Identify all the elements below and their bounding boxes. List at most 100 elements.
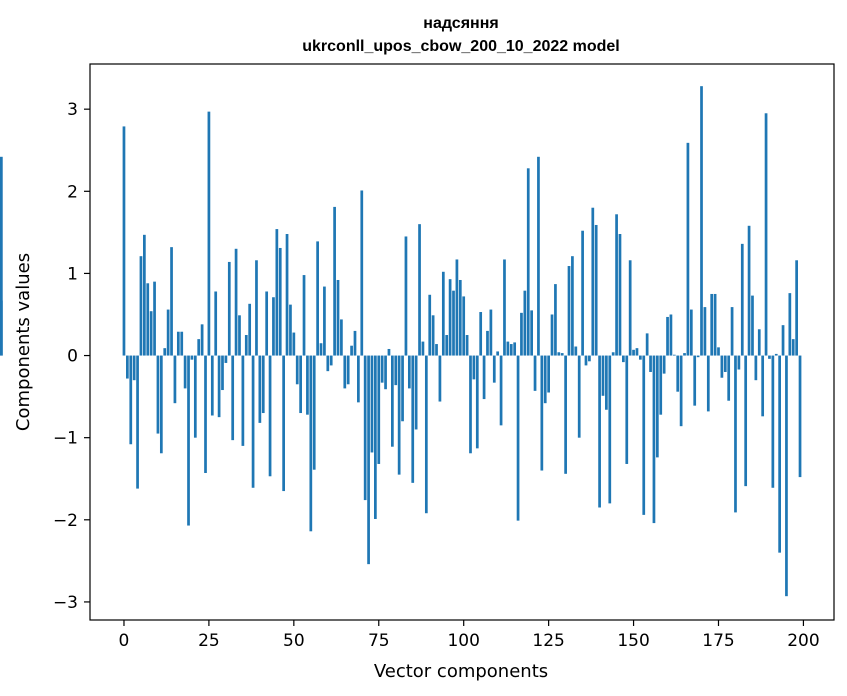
bar	[509, 344, 513, 356]
bar	[547, 355, 550, 393]
bar	[615, 214, 618, 356]
bar	[618, 234, 622, 356]
x-tick-label: 75	[368, 631, 390, 651]
bar	[418, 224, 421, 356]
bar	[598, 355, 601, 508]
bar	[258, 355, 262, 423]
bar	[672, 354, 676, 356]
bar	[234, 248, 238, 356]
bar	[679, 355, 683, 427]
bar	[761, 355, 765, 417]
bar	[625, 355, 629, 464]
bar	[146, 283, 150, 356]
bar	[554, 284, 557, 356]
bar	[255, 260, 258, 356]
bar	[520, 312, 523, 356]
bar	[632, 349, 635, 356]
y-tick-label: 2	[67, 182, 78, 202]
bar	[622, 355, 625, 363]
bar	[584, 355, 588, 366]
y-tick-label: 3	[67, 100, 78, 120]
bar	[0, 156, 3, 356]
bar	[768, 355, 771, 359]
bar	[642, 355, 646, 515]
bar	[363, 355, 367, 501]
y-tick-label: 0	[67, 347, 78, 367]
bar	[744, 355, 748, 487]
bar	[710, 293, 714, 356]
bar	[795, 260, 798, 356]
bar	[176, 331, 180, 356]
bar	[676, 355, 680, 392]
bar	[533, 355, 537, 391]
bar	[333, 206, 336, 356]
x-tick-label: 0	[119, 631, 130, 651]
bar	[751, 295, 754, 356]
plot-frame	[89, 63, 835, 621]
bar	[268, 355, 272, 477]
bar	[299, 355, 302, 414]
y-tick-label: −3	[53, 593, 78, 613]
bar	[346, 355, 350, 385]
y-tick-label: −1	[53, 429, 78, 449]
bar	[329, 355, 333, 366]
bar	[516, 355, 520, 521]
bar	[210, 355, 214, 416]
bar	[306, 355, 309, 415]
bar	[696, 355, 700, 358]
bar	[557, 352, 561, 356]
bar	[778, 355, 781, 553]
bar	[261, 355, 265, 414]
bar	[326, 355, 330, 372]
bar	[340, 319, 343, 356]
bar	[639, 355, 642, 360]
y-axis-ticks: −3 −2 −1 0 1 2 3	[53, 100, 90, 613]
bar	[411, 355, 415, 483]
bar	[166, 309, 170, 356]
bar	[669, 314, 673, 356]
bar	[323, 286, 326, 356]
bar	[645, 333, 649, 356]
bar	[414, 355, 418, 430]
bar	[251, 355, 255, 488]
bar	[543, 355, 547, 404]
bar	[703, 307, 707, 356]
bar	[224, 355, 228, 363]
bar	[319, 343, 323, 356]
bar	[683, 353, 686, 356]
bar	[727, 355, 731, 401]
bar	[221, 355, 224, 391]
bar	[492, 355, 496, 383]
bar	[265, 291, 269, 356]
bar	[523, 290, 527, 356]
bar	[734, 355, 737, 513]
bar	[278, 247, 282, 356]
bar	[577, 355, 581, 438]
bar	[747, 225, 751, 356]
bar	[757, 329, 761, 356]
bar	[136, 355, 139, 489]
bar	[183, 355, 187, 389]
bar	[357, 355, 360, 403]
x-tick-label: 125	[532, 631, 564, 651]
bar	[655, 355, 659, 458]
bar	[700, 86, 703, 356]
bar	[594, 224, 598, 356]
bar	[391, 355, 394, 447]
bar	[564, 355, 567, 474]
bar	[302, 275, 306, 356]
bar	[207, 111, 211, 356]
x-tick-label: 25	[198, 631, 220, 651]
bar	[730, 307, 734, 356]
bar	[737, 355, 741, 370]
x-axis-ticks: 0 25 50 75 100 125 150 175 200	[119, 620, 820, 651]
bar	[404, 236, 408, 356]
bar	[350, 345, 353, 356]
bar	[149, 311, 153, 356]
bar	[431, 315, 435, 356]
bar	[591, 207, 595, 356]
bar	[435, 344, 438, 356]
bar	[666, 316, 669, 356]
bar	[241, 355, 245, 446]
bar	[713, 293, 717, 356]
